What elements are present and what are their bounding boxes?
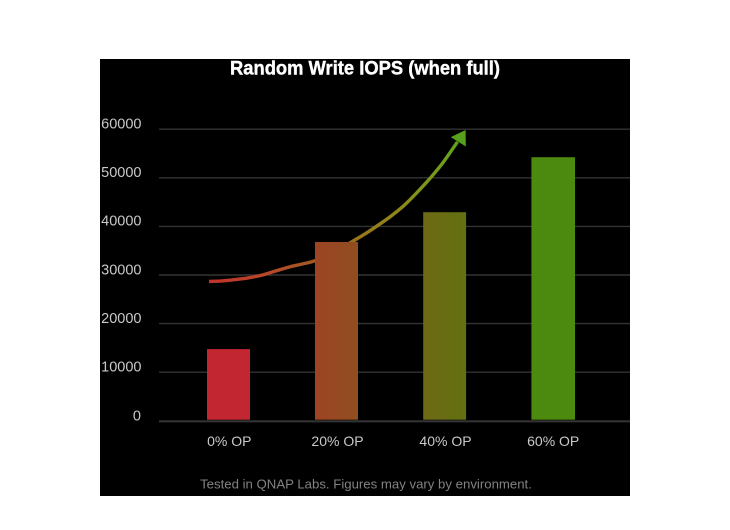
svg-text:60000: 60000 — [101, 117, 141, 133]
svg-text:60% OP: 60% OP — [527, 433, 579, 449]
svg-text:40% OP: 40% OP — [419, 433, 471, 449]
svg-text:Random Write IOPS (when full): Random Write IOPS (when full) — [230, 57, 500, 79]
svg-text:0% OP: 0% OP — [207, 433, 251, 449]
svg-text:Tested in QNAP Labs. Figures m: Tested in QNAP Labs. Figures may vary by… — [200, 477, 532, 492]
svg-text:10000: 10000 — [101, 360, 141, 376]
svg-text:20% OP: 20% OP — [311, 433, 363, 449]
svg-text:30000: 30000 — [101, 262, 141, 278]
svg-text:0: 0 — [133, 408, 141, 424]
svg-text:20000: 20000 — [101, 311, 141, 327]
svg-text:40000: 40000 — [101, 214, 141, 230]
svg-text:50000: 50000 — [101, 165, 141, 181]
